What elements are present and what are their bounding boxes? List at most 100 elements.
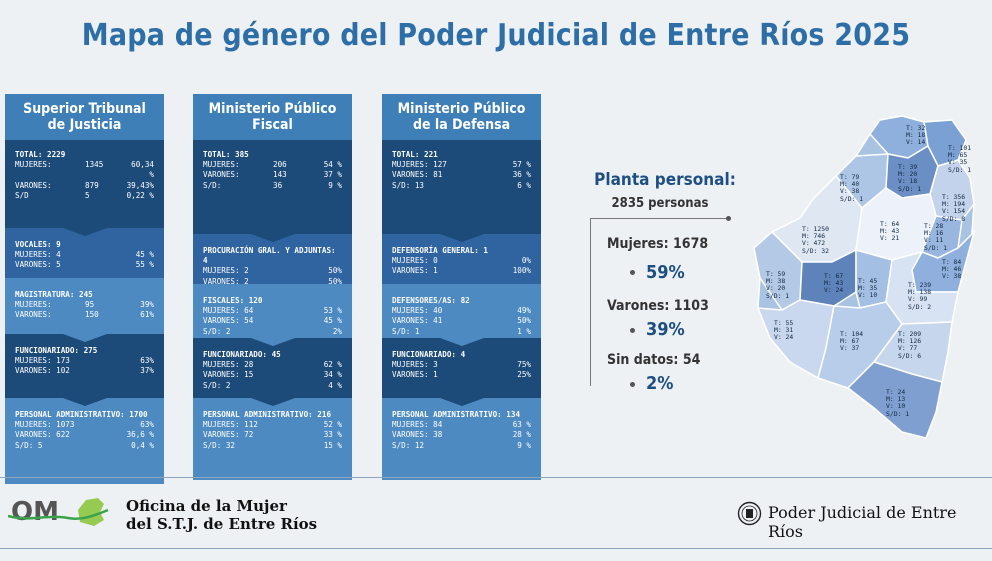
connector-dot <box>630 270 635 275</box>
stats-row: MUJERES: 64 53 % <box>203 306 342 316</box>
varones-percent: 39% <box>646 319 685 340</box>
row-label: VARONES: 54 <box>203 316 254 326</box>
stats-section: TOTAL: 2229 MUJERES: 1345 60,34 % VARONES: 87… <box>5 140 164 236</box>
stats-row: S/D: 1 1 % <box>392 327 531 337</box>
row-label: VARONES: 1 <box>392 266 438 276</box>
section-heading: PERSONAL ADMINISTRATIVO: 1700 <box>15 410 148 419</box>
row-label: MUJERES: 4 <box>15 250 61 260</box>
row-label: VARONES: 41 <box>392 316 443 326</box>
stats-section: FISCALES: 120 MUJERES: 64 53 % VARONES: 54 4… <box>193 284 352 346</box>
section-heading: TOTAL: 385 <box>203 150 249 159</box>
row-label: VARONES: 5 <box>15 260 61 270</box>
connector-dot <box>630 382 635 387</box>
stats-row: VARONES: 41 50% <box>392 316 531 326</box>
row-label: MUJERES: 1073 <box>15 420 75 430</box>
planta-total: 2835 personas <box>611 196 709 211</box>
row-label: S/D: 2 <box>203 326 231 336</box>
row-label: VARONES: <box>15 180 52 190</box>
om-logo-text: OM <box>11 497 59 527</box>
stats-row: VARONES: 150 61% <box>15 310 154 320</box>
org-column: Ministerio Público de la Defensa TOTAL: 22… <box>382 94 541 480</box>
stats-row: VARONES: 879 39,43% <box>15 181 154 191</box>
row-percent: 61% <box>140 310 154 320</box>
row-label: MUJERES: 84 <box>392 420 443 430</box>
row-count: 150 <box>85 310 99 320</box>
stats-row: VARONES: 143 37 % <box>203 170 342 180</box>
row-percent: 15 % <box>323 440 342 450</box>
stats-row: VARONES: 1 25% <box>392 370 531 380</box>
connector-dot <box>726 216 731 221</box>
row-label: MUJERES: 0 <box>392 256 438 266</box>
row-count <box>273 306 313 316</box>
row-percent: 1 % <box>517 326 531 336</box>
column-header-line: Fiscal <box>252 117 293 133</box>
map-label: T: 84 M: 46 V: 38 <box>942 258 962 281</box>
row-percent: 53 % <box>323 306 342 316</box>
stats-section: VOCALES: 9 MUJERES: 4 45 % VARONES: 5 55 % <box>5 228 164 286</box>
stats-row: MUJERES: 173 63% <box>15 356 154 366</box>
row-label: MUJERES: 3 <box>392 360 438 370</box>
row-count <box>273 430 313 440</box>
map-label: T: 32 M: 18 V: 14 <box>906 124 926 147</box>
map-label: T: 39 M: 20 V: 18 S/D: 1 <box>898 163 922 193</box>
row-count <box>273 266 313 276</box>
row-percent: 49% <box>517 306 531 316</box>
row-percent: 62 % <box>323 360 342 370</box>
column-header-line: de la Defensa <box>412 117 511 133</box>
row-count <box>462 360 502 370</box>
row-percent: 45 % <box>135 250 154 260</box>
stats-row: VARONES: 38 28 % <box>392 430 531 440</box>
row-label: MUJERES: <box>15 300 52 310</box>
row-count <box>85 441 125 451</box>
row-count <box>462 170 502 180</box>
planta-title: Planta personal: <box>594 170 736 190</box>
stats-row: VARONES: 81 36 % <box>392 170 531 180</box>
stats-section: PROCURACIÓN GRAL. Y ADJUNTAS: 4 MUJERES: … <box>193 234 352 292</box>
row-percent: 63% <box>140 420 154 430</box>
row-count: 36 <box>273 180 283 190</box>
row-label: S/D <box>15 190 29 200</box>
stats-row: VARONES: 5 55 % <box>15 260 154 270</box>
stats-row: VARONES: 622 36,6 % <box>15 430 154 440</box>
row-percent: 6 % <box>517 180 531 190</box>
stats-row: MUJERES: 3 75% <box>392 360 531 370</box>
row-count <box>85 430 125 440</box>
row-count <box>273 381 313 391</box>
office-name: Oficina de la Mujer del S.T.J. de Entre … <box>126 497 317 533</box>
row-percent: 63% <box>140 356 154 366</box>
map-shape <box>753 115 976 439</box>
map-label: T: 45 M: 35 V: 10 <box>858 277 878 300</box>
row-label: VARONES: 1 <box>392 370 438 380</box>
mujeres-percent: 59% <box>646 262 685 283</box>
row-percent: 2% <box>332 326 342 336</box>
row-percent: 100% <box>512 266 531 276</box>
section-heading: PROCURACIÓN GRAL. Y ADJUNTAS: 4 <box>203 246 336 266</box>
row-count <box>462 256 502 266</box>
stats-row: MUJERES: 127 57 % <box>392 160 531 170</box>
stats-row: MUJERES: 84 63 % <box>392 420 531 430</box>
stats-section: FUNCIONARIADO: 4 MUJERES: 3 75% VARONES: 1 2… <box>382 338 541 406</box>
row-label: MUJERES: 112 <box>203 420 258 430</box>
map-label: T: 24 M: 13 V: 10 S/D: 1 <box>886 388 910 418</box>
mujeres-label: Mujeres: 1678 <box>607 236 709 252</box>
stats-row: MUJERES: 0 0% <box>392 256 531 266</box>
row-percent: 50% <box>328 276 342 286</box>
row-percent: 57 % <box>512 160 531 170</box>
section-heading: DEFENSORÍA GENERAL: 1 <box>392 246 489 255</box>
map-label: T: 67 M: 43 V: 24 <box>824 272 844 295</box>
stats-section: PERSONAL ADMINISTRATIVO: 134 MUJERES: 84 6… <box>382 398 541 480</box>
row-label: VARONES: 81 <box>392 170 443 180</box>
stats-section: PERSONAL ADMINISTRATIVO: 1700 MUJERES: 10… <box>5 398 164 484</box>
column-header: Superior Tribunal de Justicia <box>5 94 164 140</box>
section-heading: FUNCIONARIADO: 275 <box>15 346 98 355</box>
row-percent: 0,22 % <box>126 190 154 200</box>
office-line-1: Oficina de la Mujer <box>126 497 287 515</box>
row-label: VARONES: <box>203 170 240 180</box>
row-percent: 75% <box>517 360 531 370</box>
row-count <box>85 420 125 430</box>
row-count <box>462 160 502 170</box>
map-label: T: 64 M: 43 V: 21 <box>880 220 900 243</box>
row-count <box>462 327 502 337</box>
stats-row: VARONES: 15 34 % <box>203 370 342 380</box>
stats-row: S/D: 13 6 % <box>392 181 531 191</box>
